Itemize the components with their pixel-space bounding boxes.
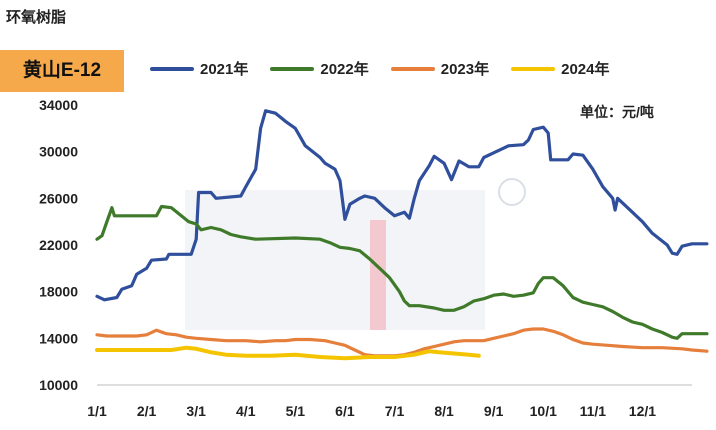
- series-line-4: [95, 345, 481, 361]
- y-tick-label: 34000: [39, 97, 78, 113]
- chart-legend: 2021年 2022年 2023年 2024年: [150, 58, 610, 79]
- legend-swatch-2021: [150, 66, 194, 71]
- series-line-1: [95, 109, 709, 302]
- legend-item-2024: 2024年: [511, 58, 610, 79]
- y-tick-label: 14000: [39, 330, 78, 346]
- x-tick-label: 2/1: [137, 403, 157, 419]
- legend-swatch-2024: [511, 66, 556, 71]
- page-title: 环氧树脂: [6, 9, 67, 26]
- series-line-3: [95, 327, 709, 358]
- x-tick-label: 7/1: [385, 403, 405, 419]
- legend-item-2022: 2022年: [270, 58, 369, 79]
- legend-swatch-2023: [390, 66, 435, 71]
- x-tick-label: 9/1: [484, 403, 504, 419]
- x-tick-label: 8/1: [434, 403, 454, 419]
- x-tick-label: 10/1: [530, 403, 557, 419]
- legend-label-2023: 2023年: [440, 61, 490, 78]
- y-tick-label: 22000: [39, 237, 78, 253]
- chart-title-badge: 黄山E-12: [0, 50, 124, 92]
- x-tick-label: 5/1: [286, 403, 306, 419]
- legend-item-2023: 2023年: [390, 58, 490, 79]
- x-tick-label: 12/1: [629, 403, 656, 419]
- legend-item-2021: 2021年: [150, 58, 248, 79]
- series-line-2: [95, 204, 709, 340]
- x-tick-label: 11/1: [580, 403, 607, 419]
- legend-swatch-2022: [270, 66, 315, 71]
- x-axis: 1/1 2/1 3/1 4/1 5/1 6/1 7/1 8/1 9/1 10/1 11/1 12/1: [87, 384, 692, 419]
- series-layer: [95, 109, 709, 361]
- legend-label-2021: 2021年: [200, 61, 249, 78]
- legend-label-2022: 2022年: [320, 61, 369, 78]
- x-tick-label: 4/1: [236, 403, 256, 419]
- unit-label: 单位：元/吨: [580, 104, 654, 120]
- y-tick-label: 30000: [39, 144, 78, 160]
- x-tick-label: 1/1: [87, 403, 107, 419]
- x-tick-label: 6/1: [335, 403, 355, 419]
- y-tick-label: 26000: [39, 190, 78, 206]
- y-axis: 34000 30000 26000 22000 18000 14000 10000: [39, 97, 78, 393]
- y-tick-label: 18000: [39, 284, 78, 300]
- y-tick-label: 10000: [39, 377, 78, 393]
- legend-label-2024: 2024年: [561, 61, 610, 78]
- x-tick-label: 3/1: [186, 403, 206, 419]
